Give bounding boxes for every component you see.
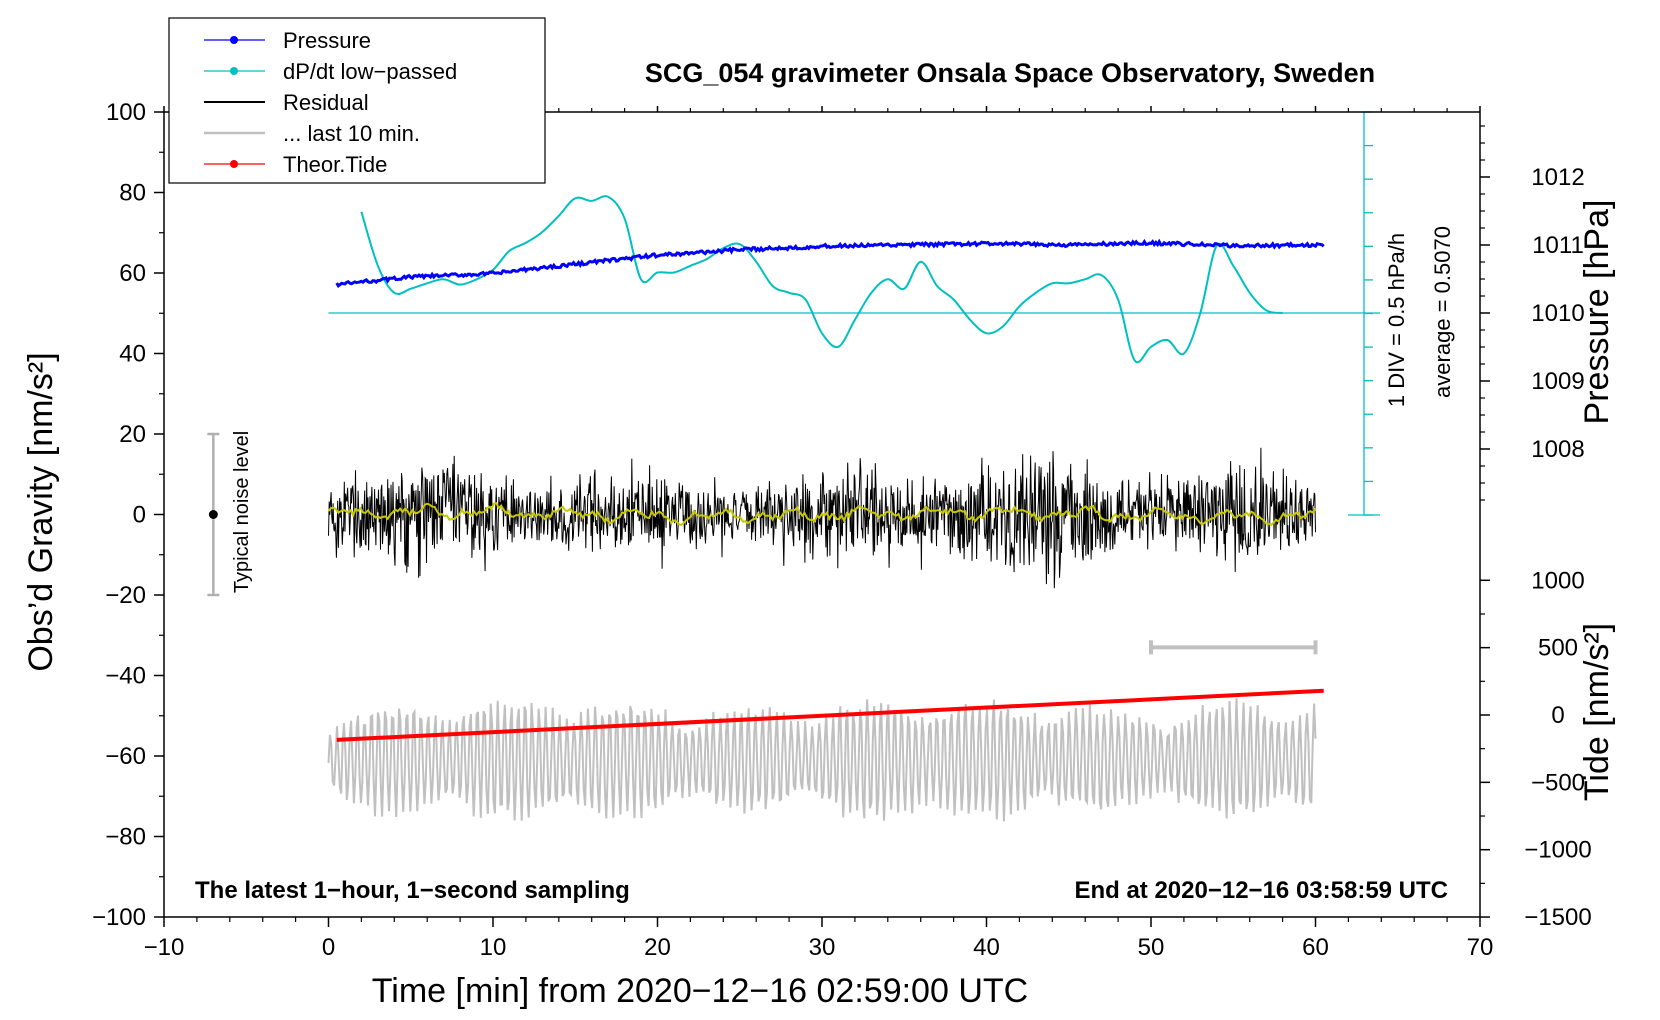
legend-entry-last-10-min: ... last 10 min.	[204, 121, 420, 146]
annotation-end-time: End at 2020−12−16 03:58:59 UTC	[1074, 877, 1448, 904]
y-tick-label: −100	[92, 904, 146, 931]
y-tick-label: 40	[119, 341, 146, 368]
tide-line	[336, 688, 1324, 742]
pressure-tick-label: 1012	[1531, 164, 1584, 191]
legend-marker-dpdt	[230, 67, 238, 75]
x-axis-label: Time [min] from 2020−12−16 02:59:00 UTC	[372, 972, 1028, 1010]
legend-label-pressure: Pressure	[283, 28, 371, 53]
y-tick-label: −60	[105, 743, 146, 770]
legend-entry-pressure: Pressure	[204, 28, 371, 53]
tide-axis-label: Tide [nm/s²]	[1578, 623, 1616, 801]
x-tick-label: 60	[1302, 934, 1329, 961]
axes-layer: −10 0 10 20 30 40 50 60 70100806040200−20−40−60−…	[92, 99, 1592, 961]
tide-tick-label: −500	[1531, 769, 1585, 796]
residual-line	[328, 447, 1316, 589]
y-tick-label: 20	[119, 421, 146, 448]
y-tick-label: 0	[133, 502, 146, 529]
tide-tick-label: 0	[1551, 702, 1564, 729]
smoothed-residual-line	[327, 501, 1317, 527]
y-tick-label: 60	[119, 260, 146, 287]
x-tick-label: 0	[322, 934, 335, 961]
dpdt-line	[360, 195, 1283, 364]
legend-entry-tide: Theor.Tide	[204, 152, 387, 177]
x-tick-label: −10	[144, 934, 185, 961]
pressure-line	[335, 238, 1325, 288]
y-axis-label: Obs’d Gravity [nm/s²]	[22, 352, 60, 671]
dpdt-div-label: 1 DIV = 0.5 hPa/h	[1384, 233, 1409, 407]
series-layer	[207, 111, 1380, 822]
x-tick-label: 50	[1138, 934, 1165, 961]
x-tick-label: 10	[480, 934, 507, 961]
tide-tick-label: 500	[1538, 635, 1578, 662]
legend: Pressure dP/dt low−passed Residual ... l…	[168, 17, 546, 184]
pressure-tick-label: 1011	[1532, 232, 1584, 259]
legend-marker-tide	[230, 160, 238, 168]
last-10-min-trace	[327, 698, 1317, 822]
y-tick-label: −20	[105, 582, 146, 609]
y-tick-label: 100	[106, 99, 146, 126]
legend-entry-dpdt: dP/dt low−passed	[204, 59, 457, 84]
x-tick-label: 70	[1467, 934, 1494, 961]
pressure-tick-label: 1010	[1531, 300, 1584, 327]
x-tick-label: 20	[644, 934, 671, 961]
pressure-axis-label: Pressure [hPa]	[1578, 200, 1616, 425]
tide-tick-label: −1000	[1524, 837, 1591, 864]
legend-label-dpdt: dP/dt low−passed	[283, 59, 457, 84]
pressure-tick-label: 1008	[1531, 436, 1584, 463]
y-tick-label: −40	[105, 663, 146, 690]
pressure-tick-label: 1009	[1531, 368, 1584, 395]
noise-bar-center	[208, 510, 218, 519]
dpdt-average-label: average = 0.5070	[1430, 226, 1455, 398]
legend-marker-pressure	[230, 36, 238, 44]
tide-tick-label: −1500	[1524, 904, 1591, 931]
noise-level-label: Typical noise level	[231, 431, 253, 593]
legend-box	[168, 17, 546, 184]
chart-title: SCG_054 gravimeter Onsala Space Observat…	[645, 58, 1375, 88]
x-tick-label: 40	[973, 934, 1000, 961]
legend-label-last-10-min: ... last 10 min.	[283, 121, 420, 146]
legend-label-tide: Theor.Tide	[283, 152, 387, 177]
y-tick-label: −80	[105, 824, 146, 851]
x-tick-label: 30	[809, 934, 836, 961]
legend-entry-residual: Residual	[204, 90, 369, 115]
tide-tick-label: 1000	[1531, 567, 1584, 594]
y-tick-label: 80	[119, 180, 146, 207]
annotation-sampling: The latest 1−hour, 1−second sampling	[195, 877, 630, 904]
legend-label-residual: Residual	[283, 90, 369, 115]
